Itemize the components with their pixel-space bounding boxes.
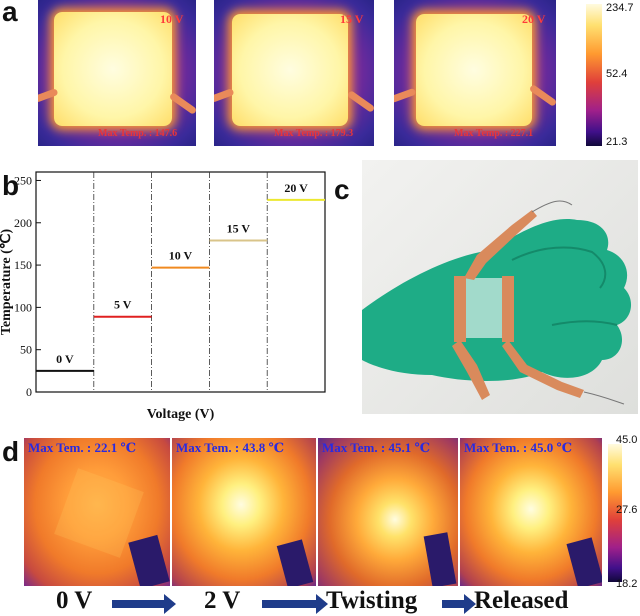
temperature-voltage-chart: 0 50 100 150 200 250 0 V 5 V 10 V 15 V 20 V Voltage… [0, 171, 326, 422]
thermal-image-2v: Max Tem. : 43.8 ℃ [172, 438, 316, 586]
wire-left [394, 87, 417, 104]
thermal-image-10v: 10 V Max Temp. : 147.6 [38, 0, 196, 146]
series-label: 0 V [56, 352, 74, 366]
series-label: 20 V [284, 181, 308, 195]
series-label: 15 V [227, 222, 251, 236]
colorbar-d-mid: 27.6 [616, 504, 638, 516]
stage-label-2v: 2 V [204, 587, 241, 614]
colorbar-d-max: 45.0 [616, 434, 638, 446]
colorbar-d-min: 18.2 [616, 578, 638, 590]
thermal-image-released: Max Tem. : 45.0 ℃ [460, 438, 602, 586]
thermal-image-twisting: Max Tem. : 45.1 ℃ [318, 438, 458, 586]
voltage-label: 20 V [522, 12, 546, 26]
stage-label-twisting: Twisting [326, 587, 418, 614]
colorbar-d [608, 444, 622, 582]
heater-square [416, 14, 532, 126]
wire-right [168, 92, 196, 115]
arrow-2 [262, 594, 328, 614]
heater-square [54, 12, 172, 126]
arrow-3 [442, 594, 476, 614]
panel-a-label: a [2, 0, 18, 27]
series-label: 10 V [169, 249, 193, 263]
max-temp-label: Max Tem. : 45.0 ℃ [464, 440, 573, 455]
thermal-image-15v: 15 V Max Temp. : 179.3 [214, 0, 374, 146]
colorbar-a-min: 21.3 [606, 136, 628, 148]
y-tick-label: 50 [20, 343, 32, 357]
max-temp-label: Max Temp. : 179.3 [274, 128, 354, 139]
colorbar-a [586, 4, 602, 146]
colorbar-a-max: 234.7 [606, 2, 634, 14]
panel-c-label: c [334, 174, 350, 205]
y-axis-label: Temperature (℃) [0, 229, 14, 336]
stage-label-0v: 0 V [56, 587, 93, 614]
plot-frame [35, 171, 326, 393]
thermal-image-20v: 20 V Max Temp. : 227.1 [394, 0, 556, 146]
y-tick-label: 0 [26, 385, 32, 399]
heater-square [232, 14, 348, 126]
y-tick-label: 250 [14, 173, 32, 187]
max-temp-label: Max Temp. : 227.1 [454, 128, 534, 139]
colorbar-a-mid: 52.4 [606, 68, 628, 80]
max-temp-label: Max Tem. : 43.8 ℃ [176, 440, 285, 455]
x-axis-label: Voltage (V) [147, 407, 215, 422]
max-temp-label: Max Tem. : 45.1 ℃ [322, 440, 431, 455]
thermal-image-0v: Max Tem. : 22.1 ℃ [24, 438, 170, 586]
glove-illustration [362, 200, 632, 405]
voltage-label: 10 V [160, 12, 184, 26]
wire-right [346, 90, 374, 113]
y-tick-label: 100 [14, 300, 32, 314]
wire-right [528, 84, 556, 107]
voltage-label: 15 V [340, 12, 364, 26]
stage-label-released: Released [474, 587, 569, 614]
max-temp-label: Max Tem. : 22.1 ℃ [28, 440, 137, 455]
y-tick-label: 150 [14, 258, 32, 272]
max-temp-label: Max Temp. : 147.6 [98, 128, 178, 139]
arrow-1 [112, 594, 176, 614]
series-label: 5 V [114, 298, 132, 312]
glove-photo [362, 160, 638, 414]
panel-d-label: d [2, 436, 20, 467]
y-tick-label: 200 [14, 216, 32, 230]
panel-b-label: b [2, 170, 20, 201]
